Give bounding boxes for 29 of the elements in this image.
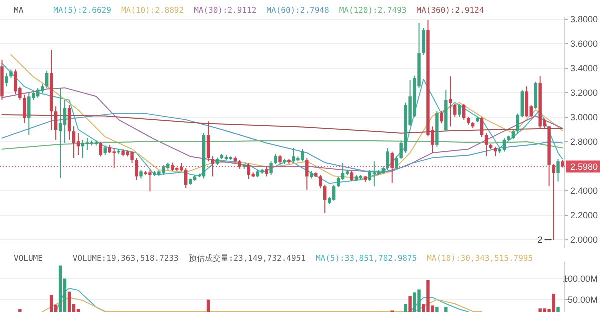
chart-title: VOLUME <box>14 254 44 263</box>
text: MA(5):33,851,782.9875 <box>316 254 418 263</box>
annotation: VOLUME:19,363,518.7233 <box>72 254 180 263</box>
text: MA(360):2.9124 <box>416 6 484 15</box>
line-series <box>42 297 483 312</box>
y-tick-label: 2.2000 <box>570 210 598 221</box>
text: MA(60):2.7948 <box>266 6 330 15</box>
text: MA(10):30,343,515.7995 <box>427 254 534 263</box>
annotation: 2 <box>538 235 543 246</box>
annotation: 预估成交量:23,149,732.4951 <box>188 254 306 263</box>
y-tick-label: 2.4000 <box>570 186 598 196</box>
y-tick-label: 3.2000 <box>570 88 598 98</box>
y-tick-label: 3.4000 <box>570 63 598 74</box>
y-tick-label: 2.8000 <box>570 136 598 147</box>
line-series <box>2 140 564 150</box>
y-tick-label: 3.6000 <box>570 38 598 49</box>
ref-line-label: 2.5980 <box>570 162 598 172</box>
text: MA(5):2.6629 <box>54 6 112 15</box>
line-series <box>2 113 564 172</box>
text: MA(30):2.9112 <box>194 6 257 15</box>
text: MA(120):2.7493 <box>339 6 407 15</box>
y-tick-label: 3.8000 <box>570 14 598 24</box>
text: MA(10):2.8892 <box>121 6 184 15</box>
y-tick-label: 100.00M <box>562 274 598 284</box>
y-tick-label: 2.0000 <box>570 235 598 246</box>
line-series <box>2 114 564 134</box>
y-tick-label: 50.00M <box>568 294 598 305</box>
chart-title: MA <box>14 6 24 15</box>
y-tick-label: 3.0000 <box>570 112 598 122</box>
